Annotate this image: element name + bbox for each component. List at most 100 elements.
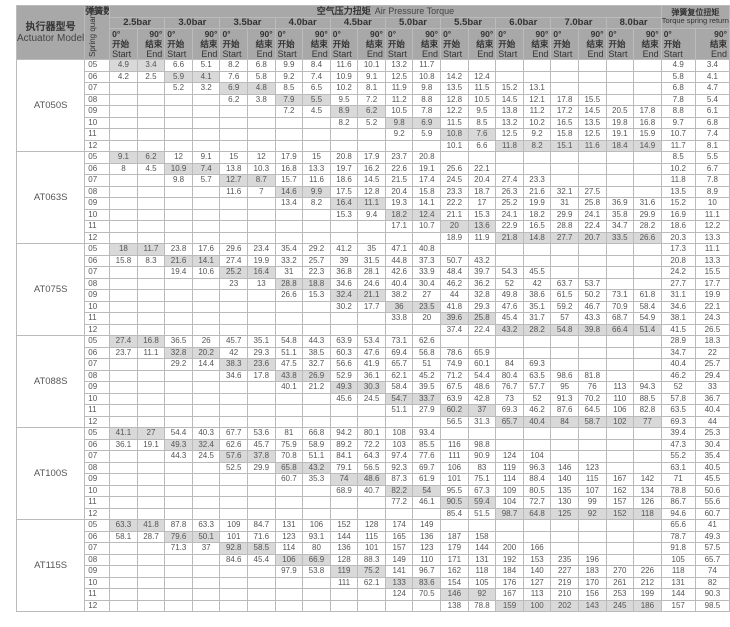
torque-cell: [633, 461, 662, 474]
torque-cell: [191, 461, 221, 474]
spring-quantity: 06: [84, 346, 111, 359]
torque-cell: [577, 358, 607, 371]
torque-cell: 131: [467, 553, 497, 566]
torque-cell: 17.6: [191, 243, 221, 256]
torque-cell: 97.9: [274, 565, 304, 578]
spring-return-cell: 6.7: [694, 162, 730, 175]
torque-cell: 12.2: [440, 105, 469, 118]
header-start-deg: 0°: [222, 29, 231, 40]
torque-cell: 19.1: [412, 162, 442, 175]
header-start-en: Start: [498, 49, 518, 59]
spring-return-cell: 20.8: [660, 254, 696, 267]
torque-cell: [633, 450, 662, 463]
torque-cell: [412, 231, 442, 244]
torque-cell: 35.1: [247, 335, 276, 348]
torque-cell: 13.4: [274, 197, 304, 210]
header-end-en: End: [710, 49, 727, 59]
torque-cell: 11.1: [357, 197, 386, 210]
torque-cell: 30.4: [412, 277, 442, 290]
spring-return-cell: 24.3: [694, 312, 730, 325]
spring-return-cell: 39.4: [660, 427, 696, 440]
torque-cell: [605, 162, 635, 175]
torque-cell: [274, 484, 304, 497]
header-end-deg: 90°: [425, 29, 439, 40]
torque-cell: 14.5: [577, 105, 607, 118]
torque-cell: [605, 461, 635, 474]
torque-cell: 53.6: [247, 427, 276, 440]
torque-cell: 4.9: [109, 59, 138, 72]
torque-cell: 49.8: [495, 289, 524, 302]
torque-cell: [109, 323, 138, 336]
table-row: 12 37.4 22.4 43.2 28.2 54.8 39.8 66.4 51.4 41.5 26…: [17, 323, 730, 336]
spring-return-cell: 63.1: [660, 461, 696, 474]
torque-cell: [136, 323, 166, 336]
torque-cell: 124: [495, 450, 524, 463]
spring-return-cell: 26.5: [694, 323, 730, 336]
torque-cell: 142: [633, 473, 662, 486]
torque-cell: [274, 208, 304, 221]
spring-return-cell: 71: [660, 473, 696, 486]
torque-cell: [164, 277, 193, 290]
torque-cell: [274, 576, 304, 589]
header-end-deg: 90°: [645, 29, 659, 40]
torque-cell: 60.7: [274, 473, 304, 486]
spring-quantity: 07: [84, 266, 111, 279]
table-row: 12 85.4 51.5 98.7 64.8 125 92 152 118 94.6 60.7: [17, 507, 730, 520]
torque-cell: 24.5: [440, 174, 469, 187]
torque-cell: 39.7: [467, 266, 497, 279]
torque-cell: 29.2: [164, 358, 193, 371]
torque-cell: 13.6: [467, 220, 497, 233]
torque-cell: [219, 484, 249, 497]
torque-cell: [550, 82, 579, 95]
header-end-cn: 结束: [310, 39, 328, 49]
torque-cell: [577, 542, 607, 555]
torque-cell: [522, 346, 552, 359]
torque-cell: 20.8: [412, 151, 442, 164]
spring-quantity: 09: [84, 565, 111, 578]
header-start-deg: 0°: [277, 29, 286, 40]
torque-cell: 48.6: [357, 473, 386, 486]
torque-cell: 17.8: [633, 105, 662, 118]
torque-cell: 78.6: [440, 346, 469, 359]
torque-cell: [274, 312, 304, 325]
torque-cell: 58.4: [384, 381, 414, 394]
torque-cell: 21.6: [522, 185, 552, 198]
torque-cell: [302, 404, 331, 417]
torque-cell: [550, 243, 579, 256]
torque-cell: 17.9: [274, 151, 304, 164]
torque-cell: [164, 381, 193, 394]
torque-cell: 8.5: [274, 82, 304, 95]
torque-cell: 138: [440, 599, 469, 612]
torque-cell: [191, 220, 221, 233]
torque-cell: 88.3: [357, 553, 386, 566]
torque-cell: 101: [440, 473, 469, 486]
torque-cell: 33.7: [412, 392, 442, 405]
torque-cell: 98.7: [495, 507, 524, 520]
torque-cell: 106: [274, 553, 304, 566]
torque-cell: 9.8: [412, 82, 442, 95]
torque-cell: 25.2: [219, 266, 249, 279]
spring-quantity: 05: [84, 151, 111, 164]
torque-cell: 125: [550, 507, 579, 520]
torque-cell: [522, 438, 552, 451]
torque-cell: 4.5: [136, 162, 166, 175]
torque-cell: 45.6: [329, 392, 359, 405]
torque-cell: 20.4: [384, 185, 414, 198]
spring-return-cell: 8.9: [694, 185, 730, 198]
torque-cell: [633, 185, 662, 198]
torque-cell: 28.8: [550, 220, 579, 233]
torque-cell: [633, 530, 662, 543]
torque-cell: 51.4: [633, 323, 662, 336]
torque-cell: 5.5: [302, 93, 331, 106]
torque-cell: 10.8: [412, 70, 442, 83]
header-start-cn: 开始: [112, 39, 130, 49]
table-row: 11 33.8 20 39.6 25.8 45.4 31.7 57 43.3 68.7 54.9 38…: [17, 312, 730, 325]
torque-cell: 13.2: [495, 116, 524, 129]
torque-cell: 152: [605, 507, 635, 520]
torque-cell: 36.9: [605, 197, 635, 210]
torque-cell: 199: [633, 588, 662, 601]
torque-cell: 52: [495, 277, 524, 290]
torque-cell: 80.4: [495, 369, 524, 382]
torque-cell: 41.2: [329, 243, 359, 256]
torque-cell: 116: [440, 438, 469, 451]
